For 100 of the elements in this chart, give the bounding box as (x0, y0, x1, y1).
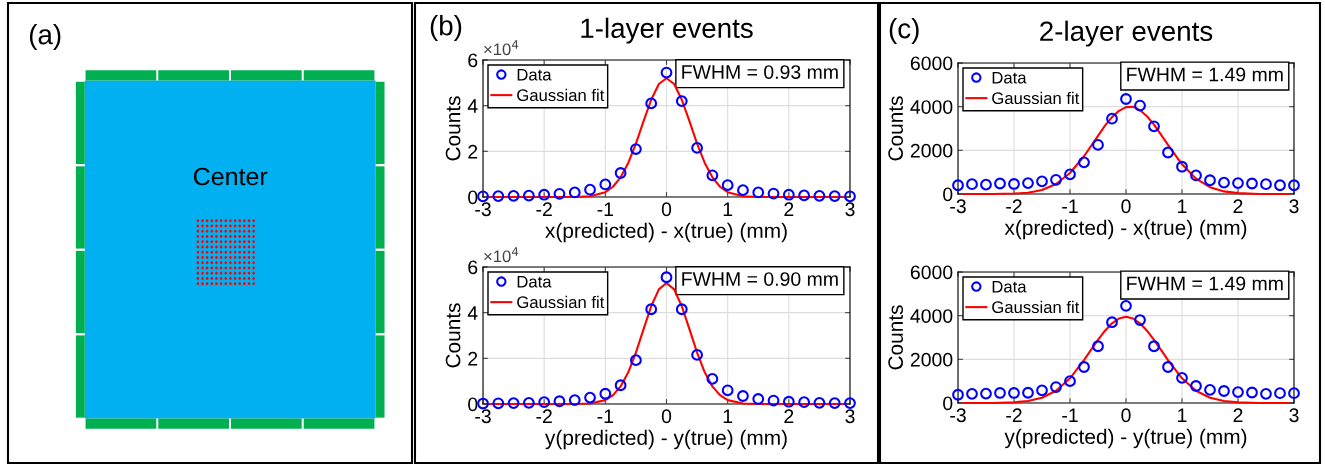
x-tick-label: 1 (1178, 408, 1187, 422)
y-tick-label: 2000 (910, 352, 953, 367)
point (630, 143, 642, 155)
x-tick-label: -1 (597, 202, 614, 216)
point (568, 394, 581, 407)
y-tick-label: 4 (467, 99, 478, 113)
x-tick-label: 3 (1289, 199, 1299, 214)
text: (b) (430, 15, 462, 41)
point (767, 394, 780, 407)
x-tick-label: 2 (1233, 408, 1243, 422)
legend-label: Data (992, 71, 1027, 84)
point (813, 396, 826, 409)
point (614, 379, 627, 392)
x-tick-label: -2 (536, 409, 552, 423)
point (1092, 340, 1104, 353)
point (980, 178, 992, 191)
point (660, 66, 673, 79)
point (691, 349, 703, 361)
point (737, 390, 749, 402)
point (1162, 361, 1174, 373)
point (1022, 386, 1034, 399)
point (952, 388, 964, 401)
point (966, 178, 978, 191)
point (782, 395, 795, 408)
y-tick-label: 4000 (910, 309, 953, 323)
x-tick-label: -1 (597, 409, 614, 423)
point (1008, 178, 1020, 190)
point (813, 189, 826, 202)
point (1288, 387, 1300, 400)
point (1162, 146, 1174, 159)
y-tick-label: 6000 (910, 56, 953, 71)
point (568, 186, 581, 199)
point (1274, 387, 1286, 400)
x-tick-label: 0 (661, 409, 672, 424)
y-tick-label: 6 (468, 53, 478, 68)
y-tick-label: 4000 (910, 100, 953, 114)
x-tick-label: 3 (1289, 408, 1299, 423)
point (1204, 384, 1216, 396)
legend-label: Gaussian fit (517, 295, 605, 309)
point (553, 187, 566, 200)
point (492, 190, 505, 202)
x-tick-label: 3 (845, 409, 855, 424)
point (844, 190, 856, 203)
point (553, 395, 566, 408)
point (1218, 385, 1230, 397)
chart-title: 2-layer events (1040, 20, 1213, 47)
point (614, 167, 627, 179)
point (1134, 314, 1146, 326)
x-tick-label: 3 (845, 202, 855, 217)
legend-label: Gaussian fit (517, 88, 605, 102)
point (706, 169, 719, 182)
point (706, 372, 719, 385)
point (1078, 361, 1090, 373)
point (1190, 380, 1202, 392)
x-tick-label: 2 (784, 409, 794, 423)
y-tick-label: 2 (468, 351, 478, 366)
point (1148, 120, 1160, 133)
point (1176, 371, 1188, 384)
point (828, 397, 841, 409)
point (798, 189, 811, 202)
point (1050, 381, 1062, 393)
point (507, 189, 520, 202)
point (645, 303, 658, 316)
annotation: FWHM = 0.93 mm (682, 65, 838, 79)
text: (c) (889, 18, 919, 44)
y-tick-label: 6000 (910, 265, 953, 280)
point (1218, 176, 1230, 189)
point (798, 396, 811, 409)
point (538, 396, 551, 409)
point (952, 179, 964, 192)
legend-label: Data (517, 68, 552, 81)
x-tick-label: 1 (723, 409, 733, 423)
point (1078, 156, 1090, 169)
x-tick-label: -1 (1062, 199, 1078, 213)
point (1246, 177, 1258, 190)
x-tick-label: 0 (661, 202, 672, 217)
point (1036, 384, 1048, 397)
y-axis-title: Counts (445, 96, 461, 161)
point (752, 186, 765, 199)
point (1176, 160, 1188, 173)
point (1022, 177, 1034, 189)
point (1092, 138, 1104, 151)
x-tick-label: -1 (1062, 408, 1078, 422)
legend-label: Gaussian fit (992, 91, 1080, 105)
point (675, 303, 688, 316)
point (492, 397, 505, 410)
x-tick-label: -2 (536, 202, 552, 216)
y-tick-label: 2 (468, 144, 478, 159)
point (994, 177, 1006, 190)
point (1204, 174, 1216, 187)
point (752, 393, 765, 405)
chart-title: 1-layer events (581, 17, 753, 44)
y-tick-label: 4 (467, 306, 478, 320)
point (1134, 99, 1146, 112)
point (1106, 112, 1118, 125)
point (630, 354, 642, 367)
text: Center (193, 167, 268, 186)
x-tick-label: 0 (1121, 199, 1131, 214)
text: ×10$^{4}$ (484, 247, 519, 263)
x-axis-title: y(predicted) - y(true) (mm) (545, 429, 787, 450)
